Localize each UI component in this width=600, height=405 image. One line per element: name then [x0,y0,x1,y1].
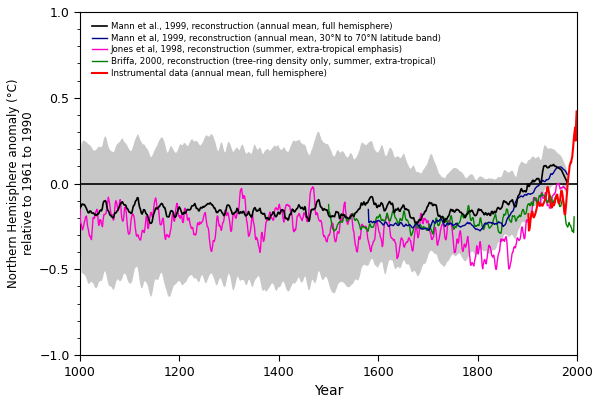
Y-axis label: Northern Hemisphere anomaly (°C)
relative to 1961 to 1990: Northern Hemisphere anomaly (°C) relativ… [7,79,35,288]
Legend: Mann et al., 1999, reconstruction (annual mean, full hemisphere), Mann et al, 19: Mann et al., 1999, reconstruction (annua… [89,20,443,80]
X-axis label: Year: Year [314,384,343,398]
